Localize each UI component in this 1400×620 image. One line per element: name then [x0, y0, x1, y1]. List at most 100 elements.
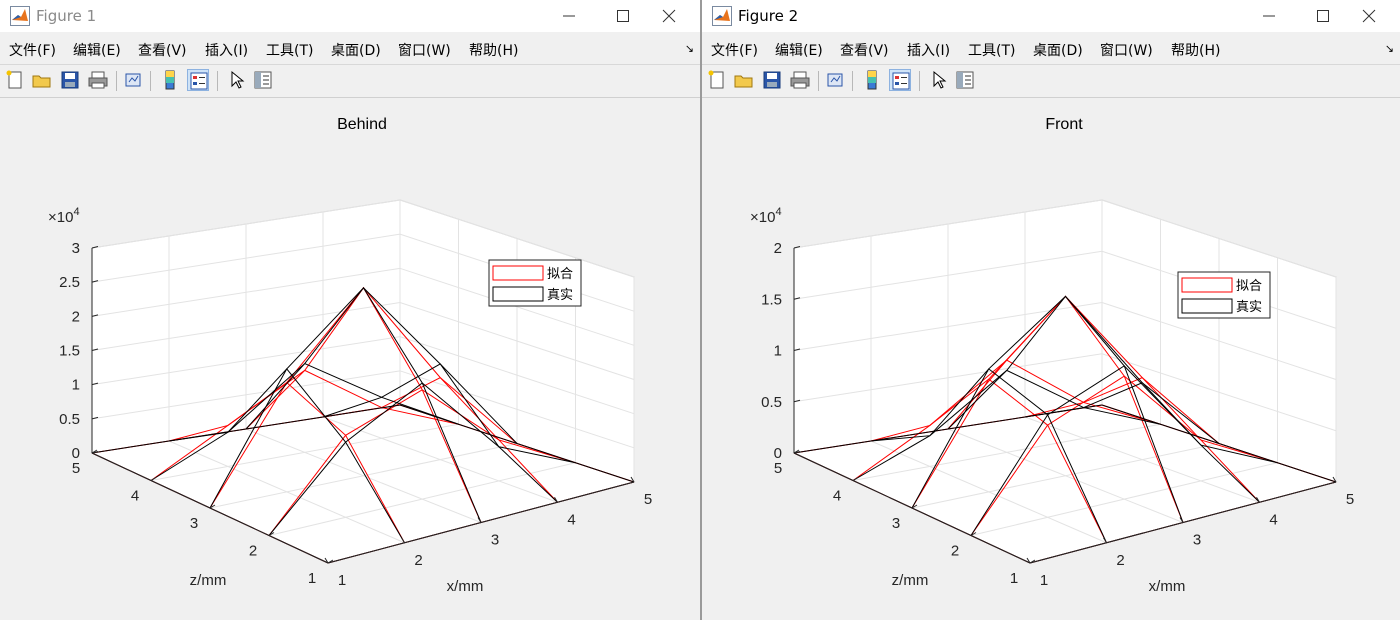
toolbar-separator [919, 71, 920, 91]
maximize-icon [617, 10, 629, 22]
y-tick-label: 2.5 [59, 274, 80, 291]
menu-item[interactable]: 窗口(W) [1100, 43, 1153, 59]
x-tick [554, 496, 558, 503]
close-button[interactable] [646, 0, 692, 32]
legend-entry-label: 真实 [547, 288, 573, 303]
menu-item[interactable]: 插入(I) [907, 43, 951, 59]
figure-window-1[interactable]: Figure 1 文件(F) 编辑(E) 查看(V) 插入(I) 工具(T) 桌面(D) 窗口… [0, 0, 700, 620]
mesh-line [150, 362, 459, 481]
colorbar-button[interactable] [861, 69, 883, 91]
legend-button[interactable] [889, 69, 911, 91]
open-file-icon [734, 75, 753, 88]
y-tick-label: 0.5 [59, 411, 80, 428]
chart-title: Behind [337, 116, 387, 133]
x-tick-label: 2 [414, 552, 422, 569]
menu-item[interactable]: 查看(V) [138, 43, 187, 59]
mesh-line [245, 286, 482, 523]
maximize-button[interactable] [600, 0, 646, 32]
pointer-button[interactable] [928, 69, 950, 91]
z-tick-label: 1 [1010, 570, 1018, 587]
close-icon [1362, 9, 1376, 23]
legend-swatch [492, 265, 544, 281]
title-bar[interactable]: Figure 1 [0, 0, 700, 32]
z-gridline [852, 423, 1161, 481]
y-tick-label: 2 [774, 240, 782, 257]
z-axis-label: z/mm [892, 572, 929, 589]
mesh-line [852, 369, 1161, 481]
print-button[interactable] [87, 69, 109, 91]
link-plot-icon [827, 73, 843, 87]
property-editor-button[interactable] [954, 69, 976, 91]
menu-item[interactable]: 帮助(H) [1171, 43, 1221, 59]
x-tick [1179, 517, 1184, 523]
menu-item[interactable]: 文件(F) [9, 43, 56, 59]
legend-button[interactable] [187, 69, 209, 91]
y-tick-label: 0 [774, 445, 782, 462]
figure-toolbar [0, 64, 700, 98]
y-tick [91, 314, 99, 317]
link-plot-button[interactable] [123, 69, 145, 91]
link-plot-button[interactable] [825, 69, 847, 91]
y-tick [91, 246, 99, 249]
mesh-line [1024, 377, 1260, 503]
menu-item[interactable]: 工具(T) [968, 43, 1016, 59]
minimize-button[interactable] [546, 0, 592, 32]
z-tick [970, 532, 977, 536]
legend-swatch [492, 286, 544, 302]
title-bar[interactable]: Figure 2 [702, 0, 1400, 32]
mesh-line [322, 363, 558, 503]
minimize-button[interactable] [1246, 0, 1292, 32]
save-button[interactable] [59, 69, 81, 91]
menu-item[interactable]: 插入(I) [205, 43, 249, 59]
y-tick [91, 416, 99, 420]
open-file-button[interactable] [31, 69, 53, 91]
pointer-button[interactable] [226, 69, 248, 91]
axes-3d[interactable]: 0 0.5 1 1.5 2 2.5 3 ×104 1 2 3 4 5 1 2 3 4 5 x/mm z/mm Behin… [48, 116, 652, 595]
maximize-button[interactable] [1300, 0, 1346, 32]
property-editor-icon [254, 71, 272, 89]
menu-item[interactable]: 编辑(E) [73, 43, 121, 59]
z-gridline [150, 423, 459, 481]
menu-item[interactable]: 文件(F) [711, 43, 758, 59]
z-tick [911, 504, 918, 509]
menu-item[interactable]: 桌面(D) [331, 43, 381, 59]
menu-overflow-arrow-icon[interactable]: ↘ [1384, 42, 1394, 55]
x-tick [401, 537, 405, 544]
x-tick [477, 517, 482, 523]
x-tick [1256, 496, 1260, 503]
colorbar-button[interactable] [159, 69, 181, 91]
menu-item[interactable]: 桌面(D) [1033, 43, 1083, 59]
menu-item[interactable]: 窗口(W) [398, 43, 451, 59]
toolbar-separator [217, 71, 218, 91]
close-button[interactable] [1346, 0, 1392, 32]
maximize-icon [1317, 10, 1329, 22]
print-icon [790, 71, 810, 89]
new-figure-button[interactable] [706, 69, 728, 91]
legend-icon [190, 72, 208, 90]
menu-item[interactable]: 查看(V) [840, 43, 889, 59]
open-file-button[interactable] [733, 69, 755, 91]
print-button[interactable] [789, 69, 811, 91]
menu-bar: 文件(F) 编辑(E) 查看(V) 插入(I) 工具(T) 桌面(D) 窗口(W) 帮助(H)… [702, 36, 1400, 62]
y-exponent-label: ×104 [750, 206, 782, 226]
save-button[interactable] [761, 69, 783, 91]
mesh-line [399, 404, 635, 483]
figure-window-2[interactable]: Figure 2 文件(F) 编辑(E) 查看(V) 插入(I) 工具(T) 桌面(D) 窗口… [702, 0, 1400, 620]
y-tick [91, 280, 99, 283]
plot-canvas[interactable]: 0 0.5 1 1.5 2 2.5 3 ×104 1 2 3 4 5 1 2 3 4 5 x/mm z/mm Behin… [0, 97, 700, 620]
menu-item[interactable]: 编辑(E) [775, 43, 823, 59]
x-tick-label: 5 [1346, 491, 1354, 508]
x-tick-label: 5 [644, 491, 652, 508]
menu-item[interactable]: 工具(T) [266, 43, 314, 59]
toolbar-separator [116, 71, 117, 91]
property-editor-button[interactable] [252, 69, 274, 91]
window-title: Figure 1 [36, 7, 97, 25]
new-figure-button[interactable] [4, 69, 26, 91]
menu-item[interactable]: 帮助(H) [469, 43, 519, 59]
y-exponent-label: ×104 [48, 206, 80, 226]
menu-overflow-arrow-icon[interactable]: ↘ [684, 42, 694, 55]
